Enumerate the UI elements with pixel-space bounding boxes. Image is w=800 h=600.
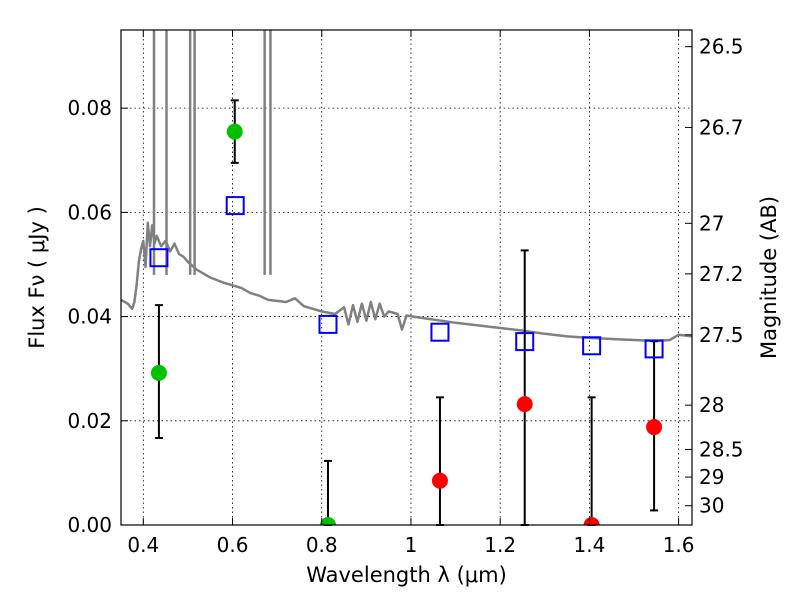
data-markers bbox=[149, 123, 664, 525]
grid-lines bbox=[121, 30, 692, 526]
model-photometry-square bbox=[430, 322, 450, 342]
y-tick-label: 0.00 bbox=[67, 513, 112, 537]
observed-flux-point-red bbox=[516, 396, 533, 413]
x-tick-label: 0.8 bbox=[306, 533, 338, 557]
y-axis-label: Flux Fν ( μJy ) bbox=[25, 206, 49, 349]
x-tick-label: 0.6 bbox=[217, 533, 249, 557]
y-tick-label: 0.08 bbox=[67, 96, 112, 120]
observed-flux-point-red bbox=[583, 517, 600, 525]
y-tick-label: 0.04 bbox=[67, 305, 112, 329]
model-photometry-square bbox=[582, 336, 602, 356]
model-photometry-square bbox=[149, 248, 169, 268]
y-axis-right-label: Magnitude (AB) bbox=[757, 196, 781, 359]
x-tick-label: 0.4 bbox=[127, 533, 159, 557]
magnitude-tick-label: 27 bbox=[699, 211, 724, 235]
model-spectrum-line bbox=[121, 221, 692, 343]
magnitude-tick-label: 30 bbox=[699, 494, 724, 518]
observed-flux-point-red bbox=[646, 419, 663, 436]
plot-frame bbox=[120, 29, 693, 526]
x-tick-label: 1.4 bbox=[573, 533, 605, 557]
model-photometry-square bbox=[225, 196, 245, 216]
model-spectrum bbox=[121, 30, 692, 343]
x-tick-label: 1 bbox=[405, 533, 418, 557]
x-axis-label: Wavelength λ (μm) bbox=[306, 563, 507, 587]
magnitude-tick-label: 26.7 bbox=[699, 115, 744, 139]
x-tick-label: 1.2 bbox=[484, 533, 516, 557]
magnitude-tick-label: 29 bbox=[699, 465, 724, 489]
y-tick-label: 0.02 bbox=[67, 409, 112, 433]
magnitude-tick-label: 28.5 bbox=[699, 437, 744, 461]
magnitude-tick-label: 26.5 bbox=[699, 35, 744, 59]
observed-flux-point bbox=[150, 364, 167, 381]
model-photometry-square bbox=[515, 332, 535, 352]
magnitude-tick-label: 27.2 bbox=[699, 262, 744, 286]
y-tick-label: 0.06 bbox=[67, 200, 112, 224]
observed-flux-point bbox=[319, 517, 336, 525]
axis-ticks: 0.4 0.6 0.8 1 1.2 1.4 1.6 0.00 0.02 0.04 0.06 0.08 2… bbox=[67, 30, 744, 557]
model-photometry-square bbox=[644, 339, 664, 359]
x-tick-label: 1.6 bbox=[663, 533, 695, 557]
model-photometry-square bbox=[318, 314, 338, 334]
error-bars bbox=[154, 99, 659, 526]
magnitude-tick-label: 28 bbox=[699, 393, 724, 417]
observed-flux-point bbox=[226, 123, 243, 140]
observed-flux-point-red bbox=[431, 472, 448, 489]
magnitude-tick-label: 27.5 bbox=[699, 323, 744, 347]
